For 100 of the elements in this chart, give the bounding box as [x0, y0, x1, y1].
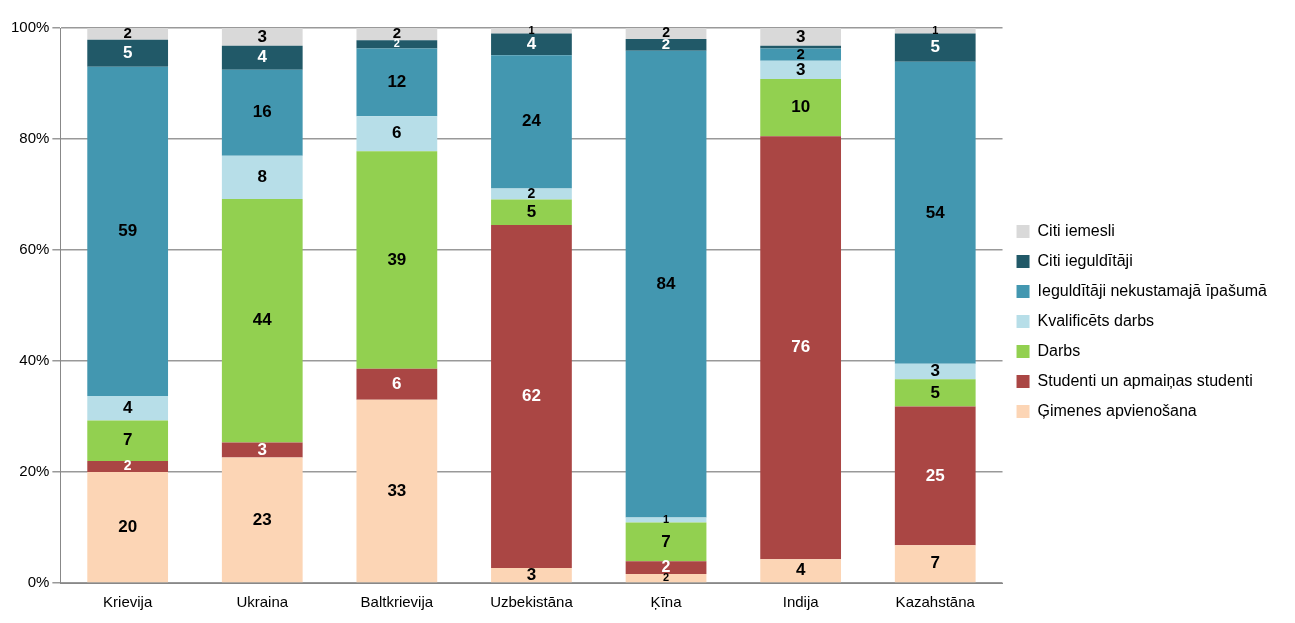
data-label: 7 — [930, 553, 940, 573]
data-label: 5 — [526, 201, 537, 221]
bar — [491, 225, 572, 569]
data-label: 4 — [526, 34, 537, 54]
data-label: 7 — [661, 531, 671, 551]
data-label: 62 — [521, 386, 541, 406]
bar — [625, 574, 707, 583]
y-tick-label: 40% — [19, 351, 50, 369]
data-label: 12 — [387, 72, 407, 92]
legend-label: Studenti un apmaiņas studenti — [1037, 371, 1253, 389]
bar — [356, 28, 438, 41]
bar — [760, 48, 842, 61]
legend-label: Ieguldītāji nekustamajā īpašumā — [1037, 281, 1268, 299]
data-label: 2 — [123, 457, 132, 474]
data-label: 59 — [118, 221, 138, 241]
bar — [625, 522, 707, 562]
bar — [221, 442, 303, 458]
data-label: 6 — [392, 374, 402, 393]
bar — [221, 28, 303, 46]
data-label: 2 — [123, 23, 132, 41]
bar — [894, 545, 976, 583]
data-label: 2 — [796, 44, 805, 62]
data-label: 16 — [252, 102, 272, 122]
bar — [356, 399, 438, 583]
data-label: 4 — [257, 47, 268, 67]
data-label: 2 — [662, 571, 670, 584]
bar — [894, 28, 976, 34]
bar — [221, 457, 303, 583]
bar — [894, 363, 976, 380]
bar — [491, 55, 572, 189]
data-label: 5 — [930, 37, 940, 57]
bar — [491, 568, 572, 583]
x-tick-label: Uzbekistāna — [490, 593, 574, 611]
data-label: 8 — [257, 166, 267, 186]
bar — [356, 151, 438, 369]
data-label: 1 — [932, 23, 939, 36]
bar — [625, 39, 707, 51]
bar — [760, 79, 842, 137]
data-label: 6 — [392, 123, 402, 143]
data-label: 5 — [930, 382, 940, 402]
bar — [356, 40, 438, 49]
bar — [760, 45, 842, 49]
data-label: 20 — [118, 516, 138, 536]
bar — [491, 33, 572, 56]
data-label: 33 — [387, 480, 407, 500]
legend-label: Citi ieguldītāji — [1037, 251, 1133, 269]
legend-label: Darbs — [1037, 341, 1081, 359]
data-label: 24 — [521, 111, 542, 131]
bar — [625, 561, 707, 575]
bar — [221, 198, 303, 443]
data-label: 3 — [526, 564, 537, 584]
bar — [491, 199, 572, 226]
bar — [87, 420, 169, 461]
data-label: 5 — [122, 42, 133, 62]
bar — [356, 116, 438, 152]
bar — [760, 28, 842, 46]
data-label: 39 — [387, 249, 407, 269]
bar — [221, 69, 303, 156]
legend-label: Citi iemesli — [1037, 221, 1115, 239]
data-label: 3 — [257, 439, 267, 459]
x-tick-label: Kazahstāna — [895, 593, 976, 611]
data-label: 23 — [252, 509, 272, 529]
bar — [894, 379, 976, 407]
y-tick-label: 60% — [19, 240, 50, 258]
bar — [87, 39, 169, 67]
bar — [491, 28, 572, 34]
data-label: 1 — [528, 23, 535, 36]
x-tick-label: Indija — [782, 593, 820, 611]
bar — [894, 61, 976, 364]
data-label: 3 — [257, 26, 267, 46]
bar — [356, 368, 438, 400]
bar — [491, 188, 572, 200]
data-label: 1 — [662, 513, 670, 526]
bar — [87, 472, 169, 583]
data-label: 25 — [925, 465, 945, 485]
bar — [356, 48, 438, 117]
bar — [221, 45, 303, 70]
legend-label: Ģimenes apvienošana — [1037, 401, 1197, 419]
x-tick-label: Ukraina — [236, 593, 289, 611]
data-label: 2 — [527, 184, 536, 201]
bar — [87, 395, 169, 421]
data-label: 10 — [791, 97, 811, 117]
data-label: 76 — [791, 337, 811, 357]
bar — [760, 559, 842, 583]
x-tick-label: Ķīna — [650, 593, 683, 611]
legend-label: Kvalificēts darbs — [1037, 311, 1155, 329]
y-tick-label: 0% — [27, 573, 50, 591]
data-label: 4 — [795, 560, 806, 580]
bar — [625, 517, 707, 523]
bar — [894, 33, 976, 62]
data-label: 7 — [122, 430, 133, 450]
data-label: 3 — [795, 59, 806, 79]
data-label: 54 — [925, 202, 946, 222]
data-label: 3 — [930, 361, 940, 381]
data-label: 4 — [122, 397, 133, 417]
bar — [760, 136, 842, 560]
bar — [221, 155, 303, 199]
bar — [760, 60, 842, 80]
bar — [87, 66, 169, 396]
data-label: 84 — [656, 273, 677, 293]
